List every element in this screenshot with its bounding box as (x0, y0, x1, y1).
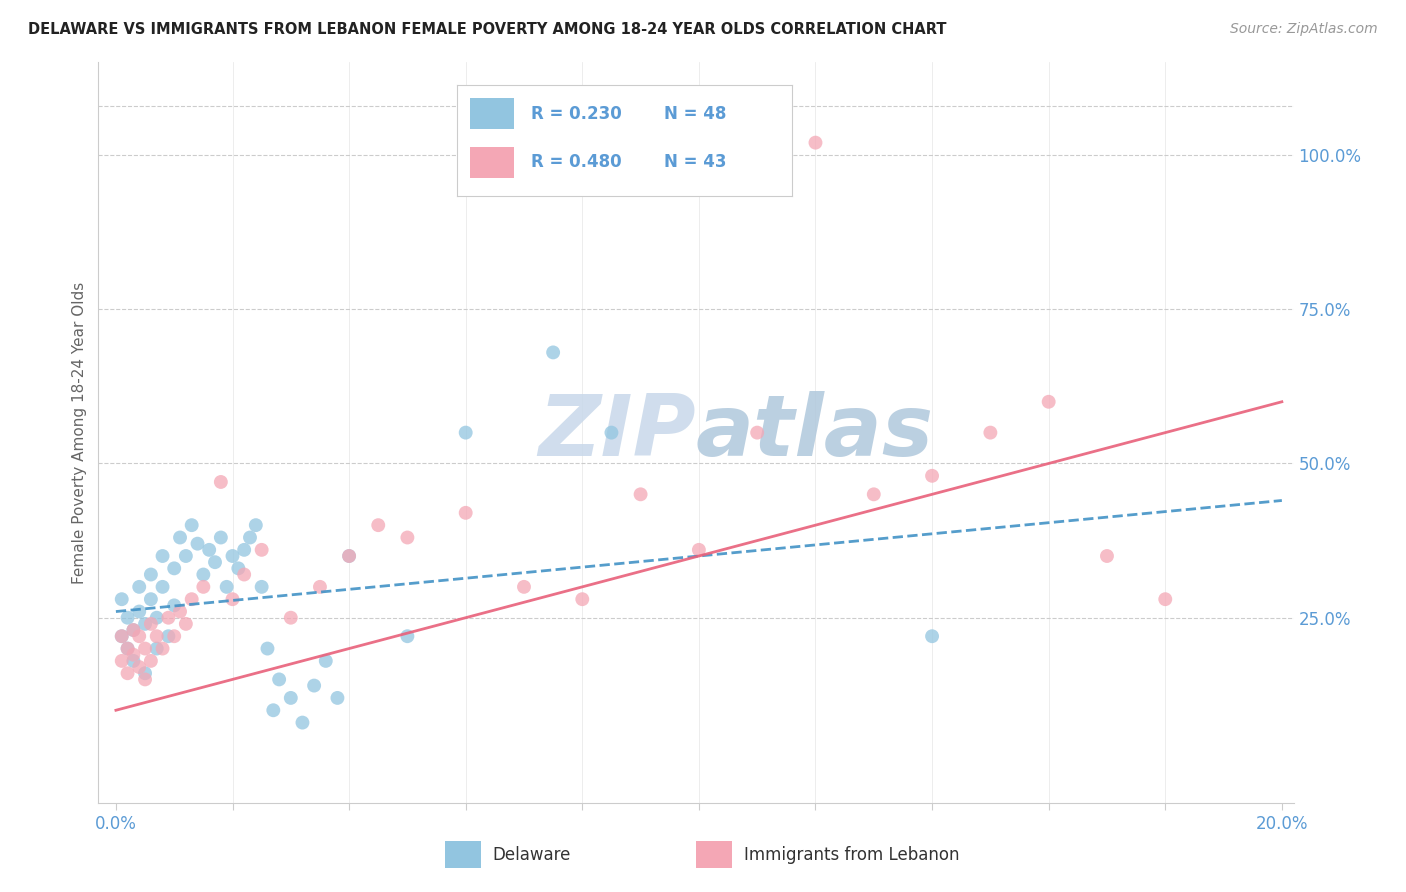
Point (221, 549, 243, 563)
Point (302, 679, 325, 693)
Point (571, 592, 593, 607)
Point (396, 629, 419, 643)
Point (239, 531, 262, 545)
Point (804, 136, 827, 150)
Point (280, 610, 302, 624)
Point (122, 654, 145, 668)
Point (209, 531, 232, 545)
Point (163, 561, 186, 575)
Point (198, 542, 221, 557)
Point (122, 623, 145, 637)
Point (122, 648, 145, 662)
Point (128, 605, 150, 619)
Point (513, 580, 536, 594)
Point (291, 715, 314, 730)
Text: DELAWARE VS IMMIGRANTS FROM LEBANON FEMALE POVERTY AMONG 18-24 YEAR OLDS CORRELA: DELAWARE VS IMMIGRANTS FROM LEBANON FEMA… (28, 22, 946, 37)
Point (139, 567, 162, 582)
Point (630, 487, 652, 501)
Point (337, 549, 360, 563)
Point (209, 475, 232, 489)
Point (250, 542, 273, 557)
Point (1154, 592, 1177, 607)
Y-axis label: Female Poverty Among 18-24 Year Olds: Female Poverty Among 18-24 Year Olds (72, 282, 87, 583)
Point (326, 690, 349, 705)
Point (163, 599, 186, 613)
Point (454, 425, 477, 440)
Point (117, 641, 139, 656)
Point (111, 654, 134, 668)
Point (117, 666, 139, 681)
Text: atlas: atlas (696, 391, 934, 475)
Point (256, 641, 278, 656)
Point (180, 518, 202, 533)
Point (262, 703, 284, 717)
Point (134, 666, 156, 681)
Point (245, 518, 267, 533)
Point (128, 580, 150, 594)
Point (921, 468, 943, 483)
Point (315, 654, 337, 668)
Point (174, 549, 197, 563)
Point (1038, 394, 1060, 409)
Point (269, 673, 291, 687)
Point (280, 690, 302, 705)
Point (215, 580, 238, 594)
Point (337, 549, 360, 563)
Point (186, 536, 208, 550)
Point (221, 592, 243, 607)
Point (169, 605, 191, 619)
Point (174, 616, 197, 631)
Point (157, 610, 180, 624)
Text: ZIP: ZIP (538, 391, 696, 475)
Point (117, 610, 139, 624)
Point (152, 580, 174, 594)
Point (134, 673, 156, 687)
Point (145, 641, 167, 656)
Point (122, 623, 145, 637)
Point (152, 641, 174, 656)
Point (600, 425, 623, 440)
Point (862, 487, 884, 501)
Point (228, 561, 250, 575)
Point (396, 531, 419, 545)
Point (193, 580, 215, 594)
Point (134, 616, 156, 631)
Point (688, 542, 710, 557)
Text: Source: ZipAtlas.com: Source: ZipAtlas.com (1230, 22, 1378, 37)
Point (233, 542, 256, 557)
Point (233, 567, 256, 582)
Point (128, 660, 150, 674)
Point (145, 629, 167, 643)
Point (111, 629, 134, 643)
Point (157, 629, 180, 643)
Point (134, 641, 156, 656)
Point (163, 629, 186, 643)
Point (111, 592, 134, 607)
Point (111, 629, 134, 643)
Point (152, 549, 174, 563)
Point (541, 345, 564, 359)
Point (117, 641, 139, 656)
Point (921, 629, 943, 643)
Point (180, 592, 202, 607)
Point (139, 592, 162, 607)
Point (250, 580, 273, 594)
Point (1095, 549, 1118, 563)
Point (204, 555, 226, 569)
Point (979, 425, 1001, 440)
Point (139, 616, 162, 631)
Point (193, 567, 215, 582)
Point (309, 580, 332, 594)
Point (145, 610, 167, 624)
Point (169, 531, 191, 545)
Point (128, 629, 150, 643)
Point (454, 506, 477, 520)
Point (747, 425, 769, 440)
Point (367, 518, 389, 533)
Point (139, 654, 162, 668)
